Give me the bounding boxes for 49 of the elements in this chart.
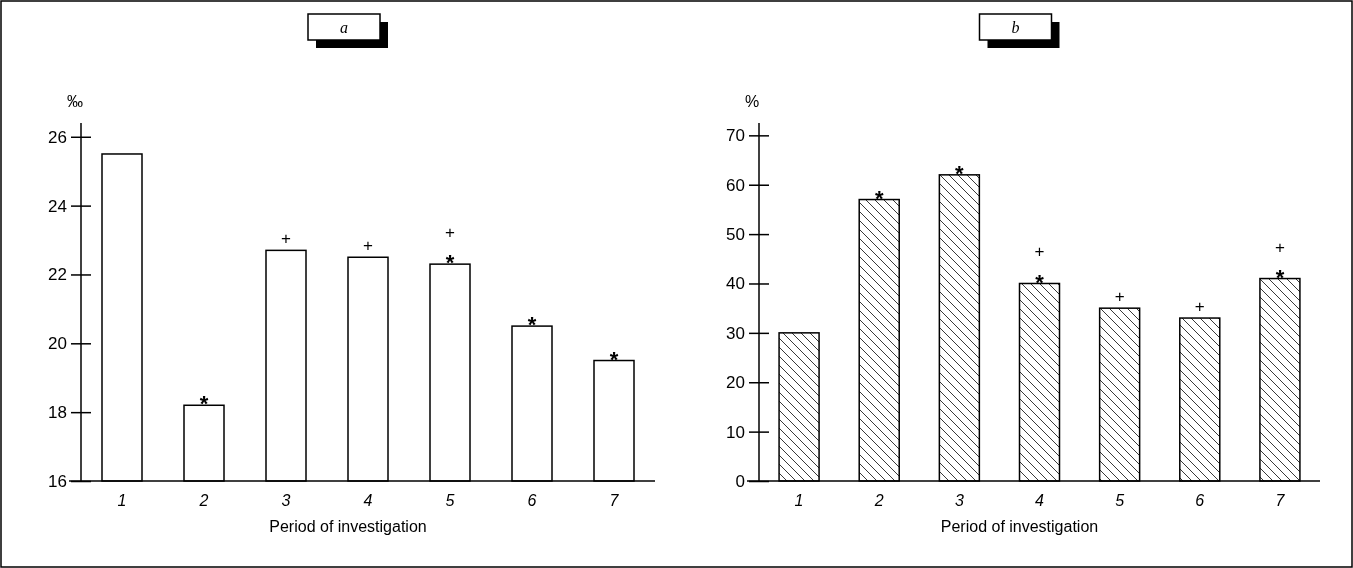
y-tick-label: 24	[48, 196, 67, 216]
y-tick-label: 20	[726, 373, 745, 393]
y-tick-label: 30	[726, 323, 745, 343]
y-tick-label: 26	[48, 127, 67, 147]
y-tick-label: 20	[48, 334, 67, 354]
y-tick-label: 50	[726, 225, 745, 245]
x-tick-label: 4	[363, 492, 373, 509]
y-tick-label: 10	[726, 422, 745, 442]
annotation: *	[609, 346, 619, 372]
y-tick-label: 22	[48, 265, 67, 285]
x-tick-label: 2	[873, 492, 884, 509]
x-tick-label: 3	[281, 492, 291, 509]
y-tick-label: 18	[48, 403, 67, 423]
y-axis-title: ‰	[67, 93, 83, 110]
y-axis-title: %	[745, 93, 760, 110]
annotation: +	[1194, 297, 1205, 317]
x-axis-title: Period of investigation	[269, 518, 427, 535]
x-tick-label: 7	[609, 492, 620, 509]
annotation: +	[1114, 287, 1125, 307]
y-tick-label: 0	[735, 471, 745, 491]
annotation: *	[1275, 264, 1285, 290]
annotation: +	[363, 236, 374, 256]
annotation: *	[199, 391, 209, 417]
x-axis-title: Period of investigation	[940, 518, 1099, 535]
x-tick-label: 7	[1275, 492, 1286, 509]
x-tick-label: 3	[954, 492, 964, 509]
y-tick-label: 60	[726, 175, 745, 195]
annotation: *	[1035, 269, 1045, 295]
annotation: +	[445, 223, 456, 243]
x-tick-label: 6	[1195, 492, 1205, 509]
annotation: *	[527, 312, 537, 338]
x-tick-label: 1	[794, 492, 804, 509]
y-tick-label: 16	[48, 471, 67, 491]
annotation: +	[1274, 237, 1285, 257]
chart-title: a	[340, 19, 348, 36]
x-tick-label: 5	[1115, 492, 1125, 509]
annotation: +	[281, 229, 292, 249]
annotation: *	[874, 185, 884, 211]
x-tick-label: 2	[198, 492, 209, 509]
x-tick-label: 4	[1035, 492, 1045, 509]
x-tick-label: 1	[117, 492, 127, 509]
x-tick-label: 5	[445, 492, 455, 509]
chart-title: b	[1011, 19, 1020, 36]
y-tick-label: 70	[726, 126, 745, 146]
x-tick-label: 6	[527, 492, 537, 509]
annotation: *	[955, 160, 965, 186]
annotation: *	[445, 250, 455, 276]
y-tick-label: 40	[726, 274, 745, 294]
annotation: +	[1034, 242, 1045, 262]
